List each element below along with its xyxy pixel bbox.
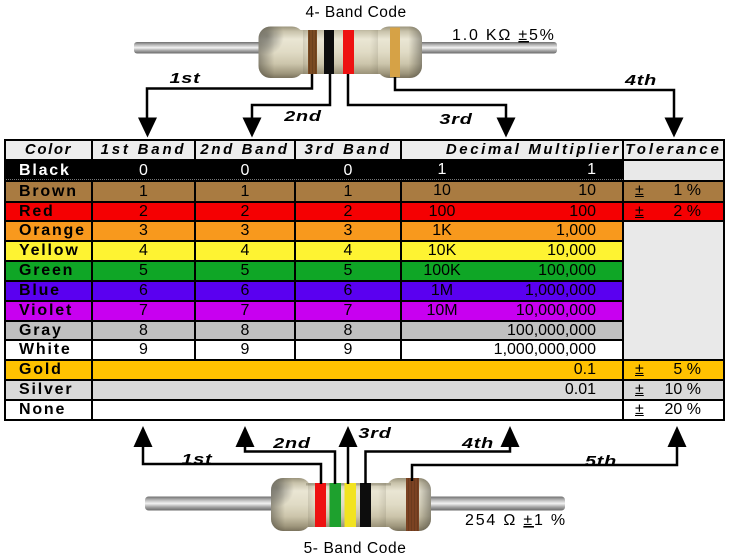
svg-text:4th: 4th: [461, 434, 494, 451]
svg-text:3rd: 3rd: [358, 424, 392, 441]
svg-text:4- Band Code: 4- Band Code: [305, 4, 406, 21]
svg-text:3rd: 3rd: [439, 110, 473, 127]
svg-text:5th: 5th: [585, 452, 617, 469]
svg-text:2nd: 2nd: [272, 434, 311, 451]
svg-text:5- Band Code: 5- Band Code: [304, 540, 407, 557]
svg-text:2nd: 2nd: [283, 107, 322, 124]
svg-text:1.0 KΩ ±5%: 1.0 KΩ ±5%: [452, 27, 556, 44]
svg-text:254 Ω ±1 %: 254 Ω ±1 %: [465, 512, 567, 529]
svg-text:1st: 1st: [170, 69, 201, 86]
svg-text:4th: 4th: [624, 71, 657, 88]
svg-text:1st: 1st: [182, 450, 213, 467]
